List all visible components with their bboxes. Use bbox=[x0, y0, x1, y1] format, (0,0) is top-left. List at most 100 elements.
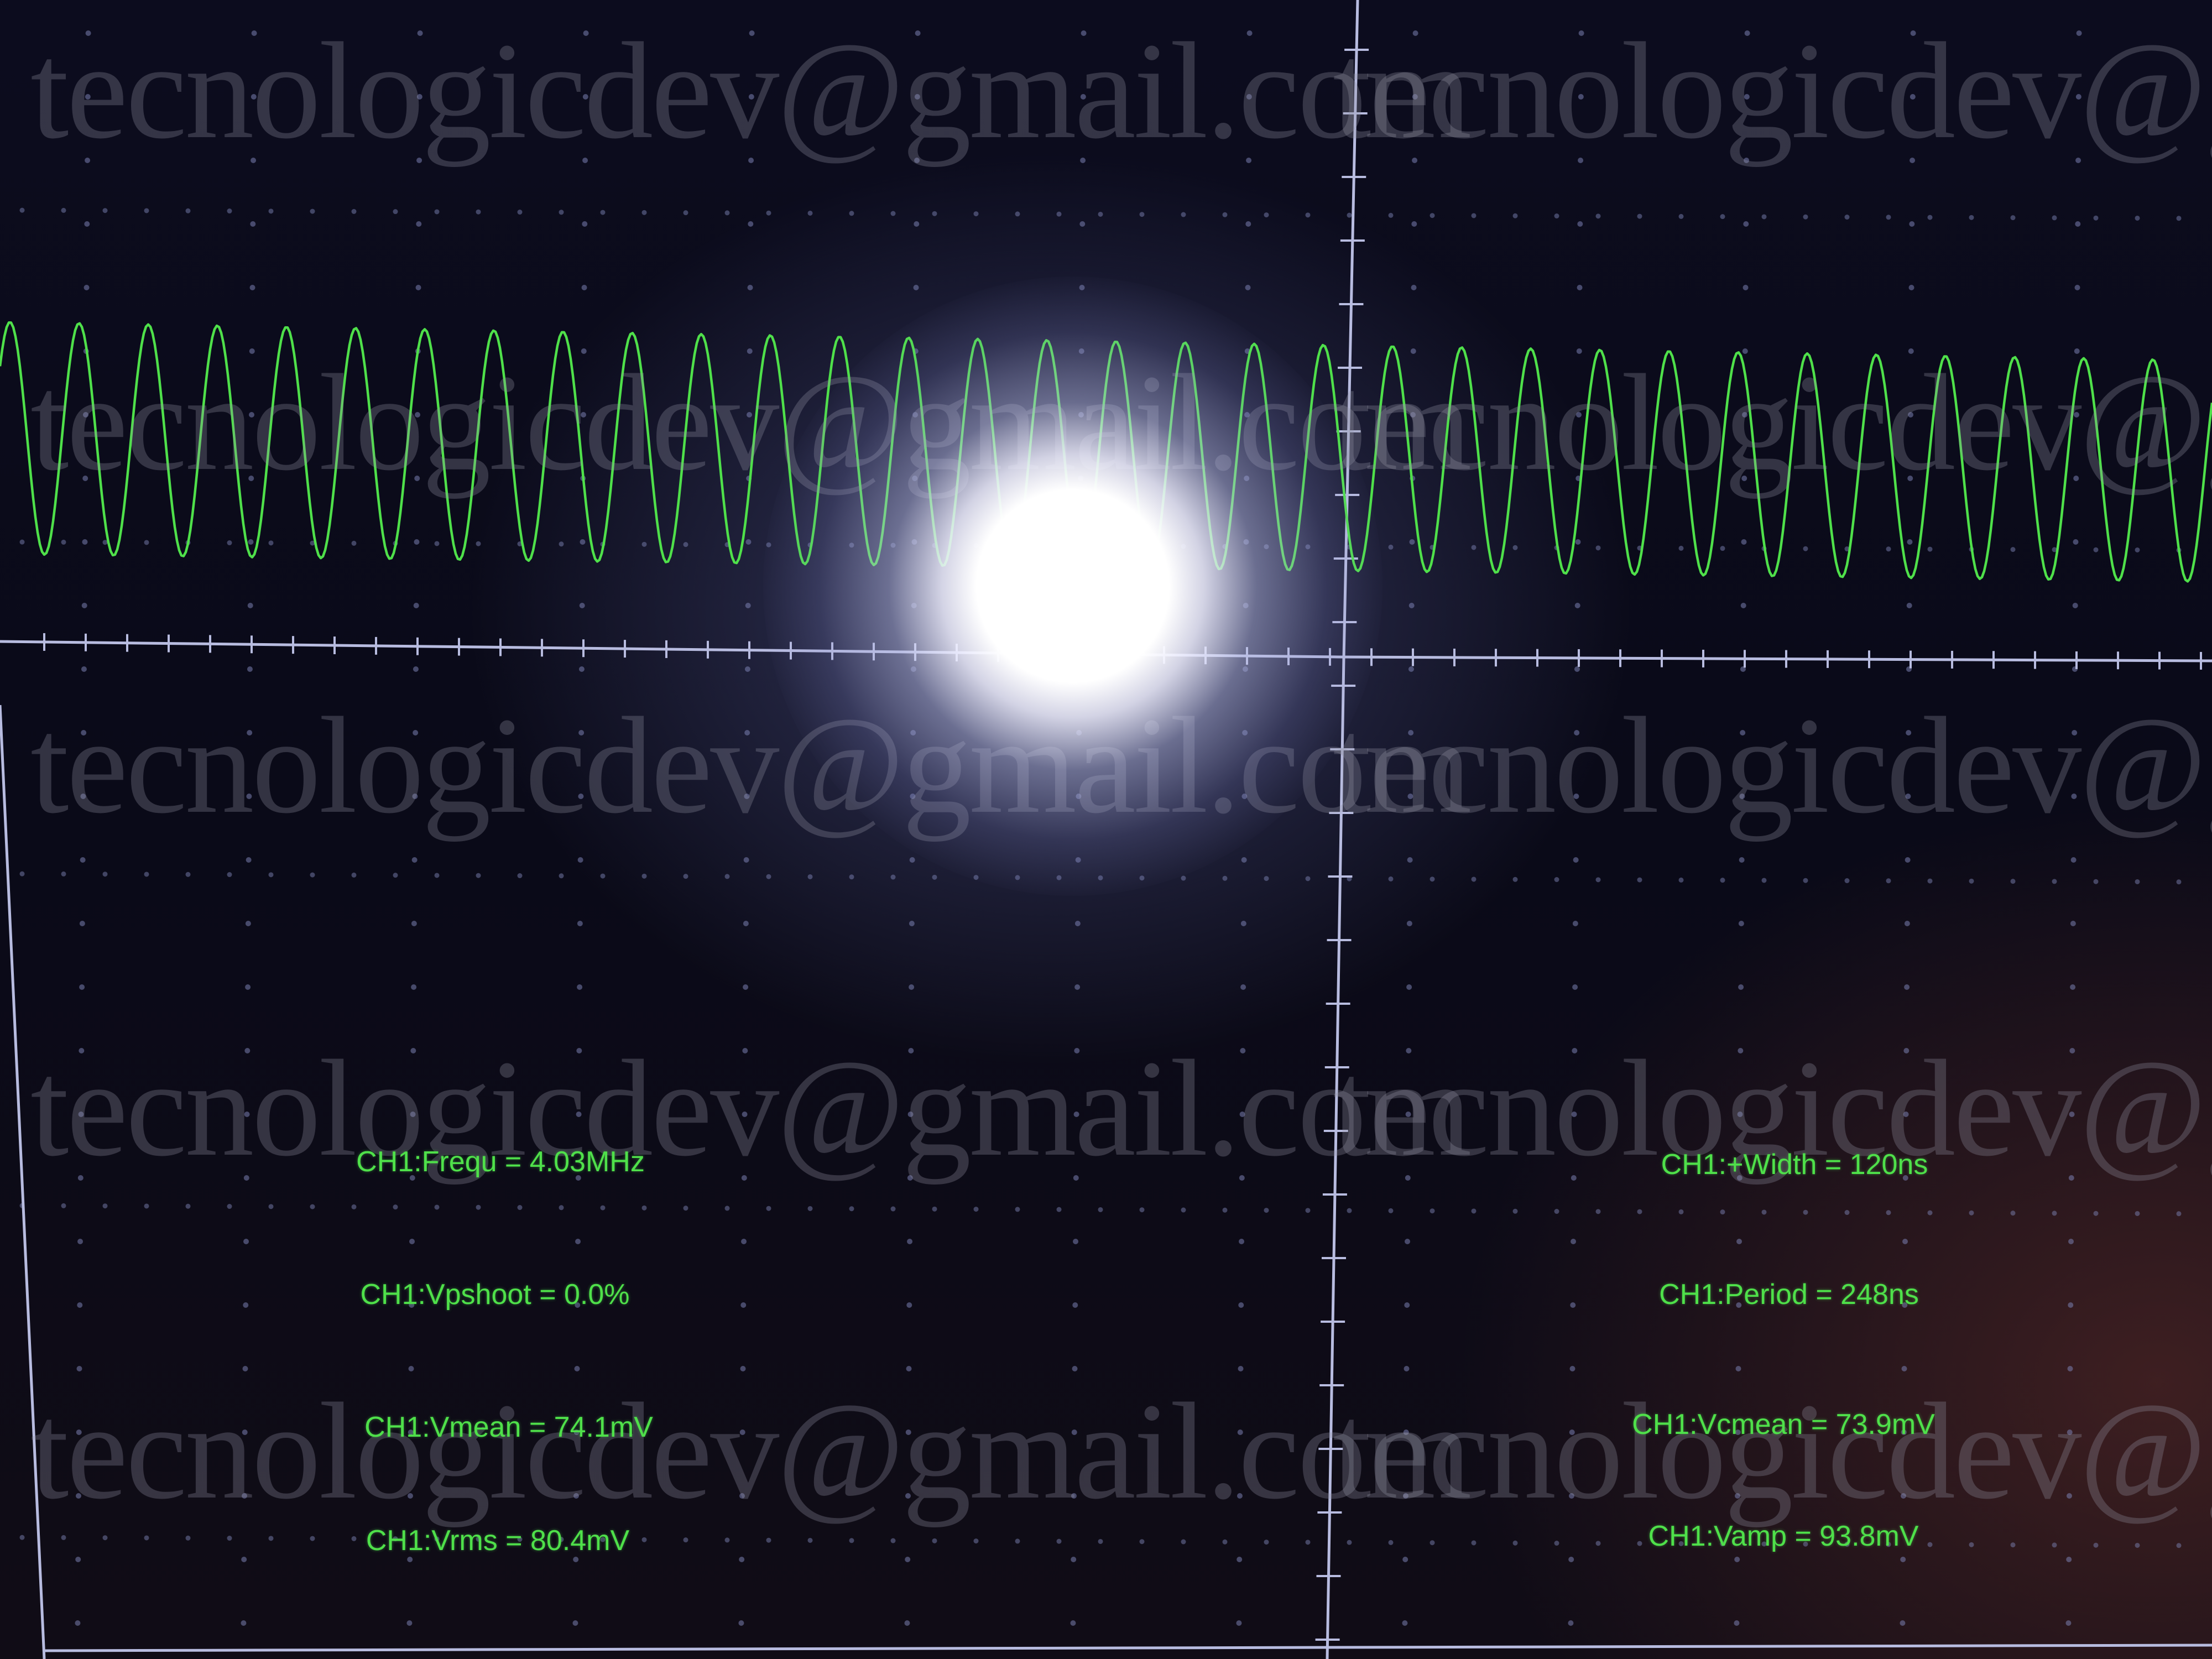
graticule-dot bbox=[973, 1207, 979, 1212]
graticule-dot bbox=[1761, 214, 1767, 220]
graticule-dot bbox=[310, 1536, 315, 1541]
graticule-dot bbox=[75, 1620, 81, 1626]
graticule-dot bbox=[1237, 1493, 1243, 1499]
graticule-dot bbox=[1568, 1620, 1574, 1626]
graticule-dot bbox=[905, 1557, 911, 1562]
graticule-dot bbox=[1595, 213, 1601, 219]
graticule-dot bbox=[683, 874, 688, 879]
graticule-dot bbox=[434, 873, 440, 878]
graticule-dot bbox=[849, 1206, 854, 1212]
graticule-dot bbox=[641, 210, 647, 215]
graticule-dot bbox=[1406, 984, 1412, 990]
reading-frequency: CH1:Frequ = 4.03MHz bbox=[356, 1146, 645, 1178]
graticule-dot bbox=[1886, 546, 1891, 552]
graticule-dot bbox=[578, 666, 585, 672]
watermark-row3-right: tecnologicdev@gm bbox=[1333, 689, 2212, 842]
graticule-dot bbox=[904, 1620, 910, 1626]
graticule-dot bbox=[2052, 547, 2057, 552]
graticule-dot bbox=[411, 984, 417, 990]
graticule-dot bbox=[185, 1535, 191, 1541]
graticule-dot bbox=[578, 730, 585, 735]
graticule-dot bbox=[559, 1205, 564, 1211]
graticule-dot bbox=[1905, 857, 1911, 863]
graticule-dot bbox=[1574, 603, 1580, 608]
graticule-dot bbox=[744, 730, 750, 735]
graticule-dot bbox=[683, 210, 688, 216]
graticule-dot bbox=[1739, 794, 1745, 799]
graticule-dot bbox=[1388, 1208, 1394, 1213]
graticule-dot bbox=[1512, 213, 1518, 218]
graticule-dot bbox=[1569, 1366, 1575, 1371]
graticule-dot bbox=[227, 208, 232, 214]
graticule-dot bbox=[1408, 603, 1415, 608]
graticule-dot bbox=[1471, 213, 1477, 218]
graticule-dot bbox=[1927, 546, 1933, 552]
graticule-dot bbox=[227, 540, 232, 546]
graticule-dot bbox=[1844, 215, 1850, 220]
graticule-dot bbox=[1744, 30, 1750, 36]
graticule-dot bbox=[227, 872, 232, 878]
graticule-dot bbox=[1240, 984, 1246, 990]
graticule-dot bbox=[2068, 1175, 2074, 1181]
graticule-dot bbox=[246, 794, 252, 799]
graticule-dot bbox=[77, 1175, 84, 1181]
graticule-dot bbox=[1903, 1048, 1910, 1053]
watermark-row4-left: tecnologicdev@gmail.com bbox=[30, 1032, 1472, 1185]
graticule-dot bbox=[2074, 285, 2080, 290]
graticule-dot bbox=[807, 1537, 813, 1543]
graticule-dot bbox=[1886, 215, 1891, 220]
graticule-dot bbox=[1071, 1557, 1077, 1562]
graticule-dot bbox=[766, 1206, 771, 1211]
graticule-dot bbox=[579, 603, 585, 608]
graticule-dot bbox=[573, 1557, 579, 1562]
graticule-dot bbox=[102, 540, 108, 545]
graticule-dot bbox=[1081, 30, 1087, 36]
graticule-dot bbox=[1720, 878, 1725, 883]
graticule-dot bbox=[80, 857, 86, 863]
graticule-dot bbox=[1910, 158, 1916, 163]
graticule-dot bbox=[1761, 1209, 1767, 1215]
graticule-dot bbox=[413, 730, 419, 735]
graticule-dot bbox=[1077, 539, 1083, 545]
graticule-dot bbox=[1512, 877, 1518, 882]
graticule-dot bbox=[1411, 221, 1417, 227]
graticule-dot bbox=[1736, 1239, 1743, 1244]
graticule-dot bbox=[577, 921, 583, 926]
graticule-dot bbox=[741, 1239, 747, 1244]
graticule-dot bbox=[574, 1366, 580, 1371]
graticule-dot bbox=[641, 541, 647, 547]
graticule-dot bbox=[2010, 547, 2016, 552]
graticule-dot bbox=[2176, 1211, 2182, 1217]
graticule-dot bbox=[1742, 348, 1748, 354]
graticule-dot bbox=[1678, 1541, 1684, 1546]
graticule-dot bbox=[1886, 1210, 1891, 1215]
graticule-dot bbox=[582, 221, 588, 227]
graticule-dot bbox=[434, 1204, 440, 1210]
graticule-dot bbox=[517, 1537, 523, 1542]
graticule-dot bbox=[61, 1203, 66, 1208]
graticule-dot bbox=[909, 984, 915, 990]
graticule-dot bbox=[249, 348, 255, 354]
graticule-dot bbox=[581, 348, 587, 354]
graticule-dot bbox=[807, 874, 813, 879]
graticule-dot bbox=[1388, 212, 1394, 218]
graticule-dot bbox=[581, 412, 586, 418]
graticule-dot bbox=[683, 1537, 688, 1543]
graticule-dot bbox=[1907, 476, 1913, 481]
graticule-dot bbox=[1245, 221, 1251, 227]
graticule-dot bbox=[82, 476, 88, 481]
graticule-dot bbox=[245, 921, 251, 926]
graticule-dot bbox=[2072, 603, 2078, 608]
graticule-dot bbox=[1571, 1175, 1577, 1181]
graticule-dot bbox=[1239, 1112, 1245, 1117]
graticule-dot bbox=[1761, 878, 1767, 883]
graticule-dot bbox=[144, 1203, 149, 1209]
graticule-dot bbox=[1572, 984, 1578, 990]
graticule-dot bbox=[1908, 412, 1913, 418]
graticule-dot bbox=[351, 208, 357, 214]
graticule-dot bbox=[1305, 212, 1311, 218]
graticule-dot bbox=[2071, 794, 2077, 799]
graticule-dot bbox=[1637, 213, 1642, 219]
graticule-dot bbox=[849, 211, 854, 216]
graticule-dot bbox=[739, 1430, 745, 1435]
